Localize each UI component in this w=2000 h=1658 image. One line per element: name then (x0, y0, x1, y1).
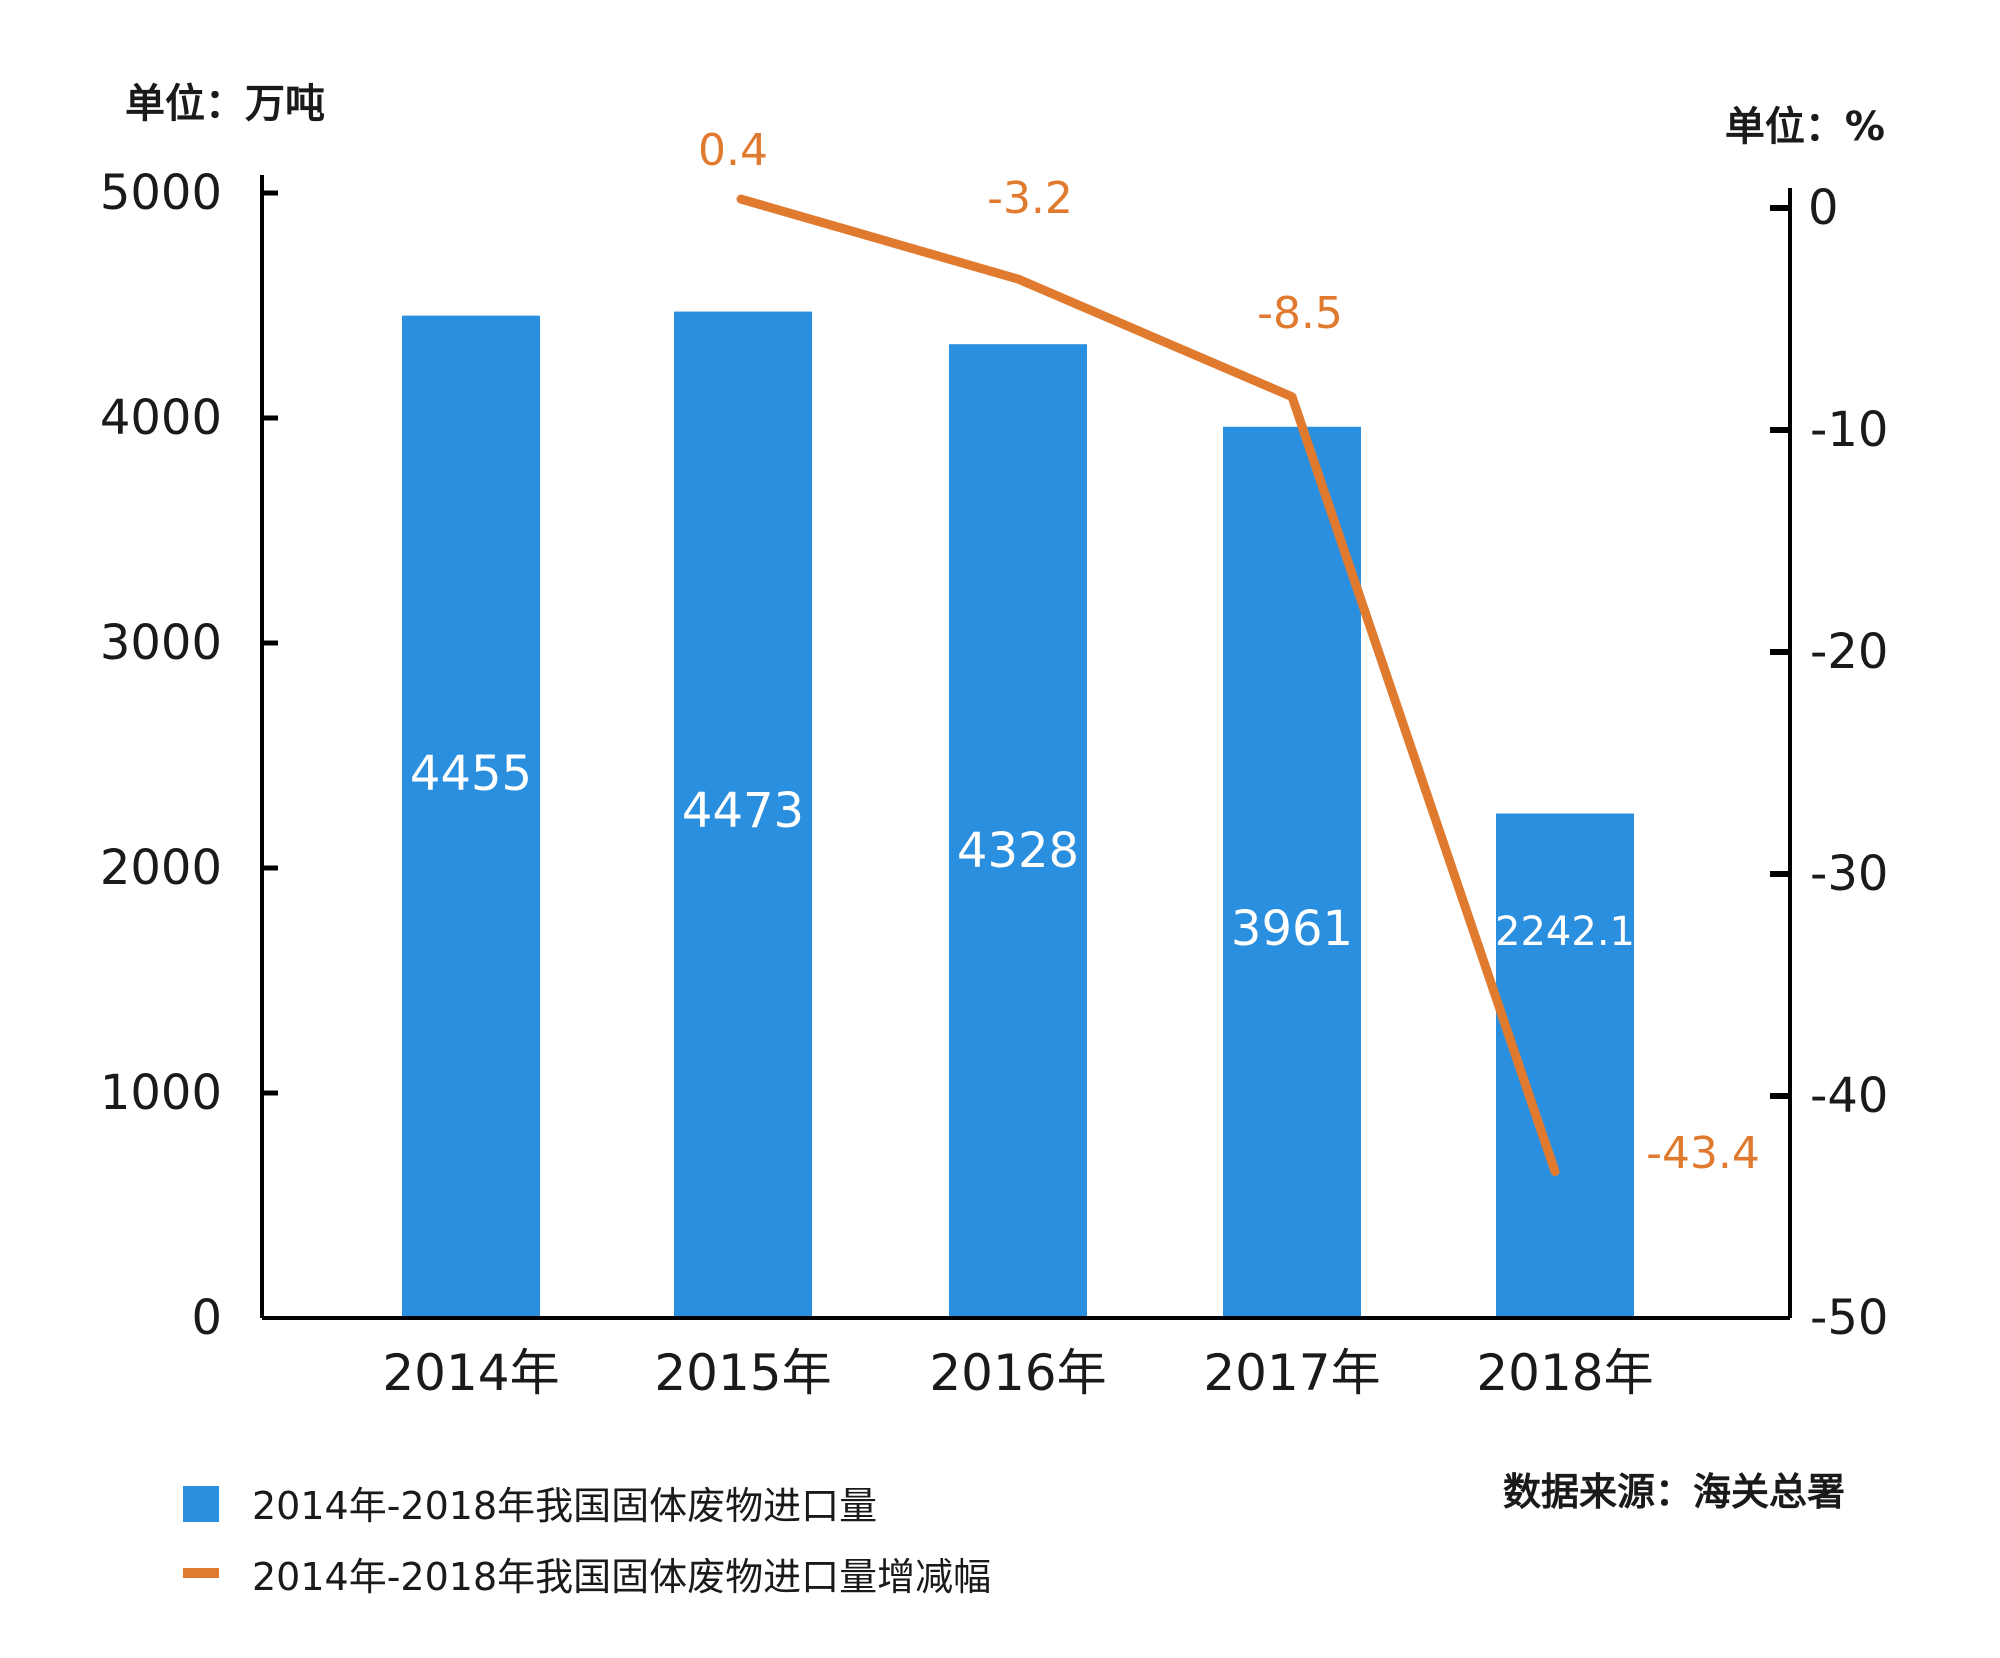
source-note: 数据来源：海关总署 (1503, 1470, 1845, 1514)
right-tick-label-2: -20 (1810, 624, 1888, 680)
legend-swatch-bar (183, 1486, 219, 1522)
right-tick-label-3: -30 (1810, 846, 1888, 902)
right-axis-unit-label: 单位：% (1725, 104, 1885, 150)
line-value-label-4: -43.4 (1646, 1128, 1760, 1179)
bar-value-label-3: 3961 (1231, 901, 1353, 957)
legend-label-line: 2014年-2018年我国固体废物进口量增减幅 (252, 1555, 991, 1599)
right-tick-label-1: -10 (1810, 402, 1888, 458)
bar-value-label-2: 4328 (957, 823, 1079, 879)
legend-swatch-line (183, 1568, 219, 1578)
bar-1 (674, 311, 812, 1318)
line-value-label-3: -8.5 (1257, 288, 1343, 339)
line-value-label-1: 0.4 (698, 125, 768, 176)
axes-layer: 0 1000 2000 3000 4000 5000 0 -10 -20 -30 -40 -50 201… (100, 165, 1889, 1402)
legend-label-bar: 2014年-2018年我国固体废物进口量 (252, 1484, 877, 1528)
right-tick-label-4: -40 (1810, 1068, 1888, 1124)
bar-0 (402, 315, 540, 1318)
bar-3 (1223, 426, 1361, 1318)
x-tick-label-0: 2014年 (382, 1344, 559, 1402)
line-labels-layer: 0.4 -3.2 -8.5 -43.4 (698, 125, 1760, 1179)
growth-rate-line (736, 194, 1560, 1176)
bar-value-label-1: 4473 (682, 783, 804, 839)
x-tick-label-1: 2015年 (654, 1344, 831, 1402)
bar-2 (949, 344, 1087, 1318)
left-axis-unit-label: 单位：万吨 (125, 81, 325, 127)
x-tick-label-3: 2017年 (1203, 1344, 1380, 1402)
legend: 2014年-2018年我国固体废物进口量 2014年-2018年我国固体废物进口… (183, 1484, 991, 1599)
left-tick-label-0: 0 (191, 1290, 222, 1346)
left-tick-label-4: 4000 (100, 390, 222, 446)
line-layer (736, 194, 1560, 1176)
left-tick-label-1: 1000 (100, 1065, 222, 1121)
left-tick-label-5: 5000 (100, 165, 222, 221)
bar-value-label-0: 4455 (410, 746, 532, 802)
line-value-label-2: -3.2 (987, 173, 1073, 224)
bar-labels-layer: 4455 4473 4328 3961 2242.1 (410, 746, 1635, 957)
left-tick-label-2: 2000 (100, 840, 222, 896)
right-tick-label-5: -50 (1810, 1290, 1888, 1346)
x-tick-label-4: 2018年 (1476, 1344, 1653, 1402)
left-tick-label-3: 3000 (100, 615, 222, 671)
right-tick-label-0: 0 (1808, 180, 1839, 236)
bars-layer (402, 311, 1634, 1318)
x-tick-label-2: 2016年 (929, 1344, 1106, 1402)
bar-value-label-4: 2242.1 (1495, 909, 1635, 955)
